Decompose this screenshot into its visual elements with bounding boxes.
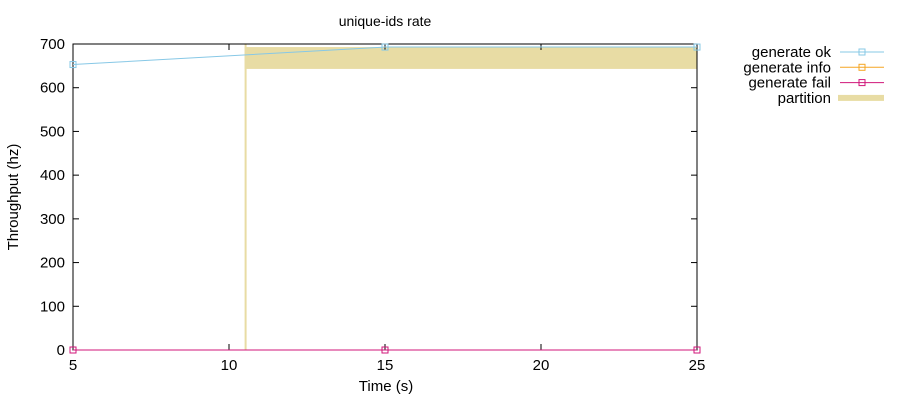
data-point-generate-ok <box>381 43 389 51</box>
plot-area: 5 10 15 20 25 0 100 200 300 400 500 600 700 <box>40 36 705 374</box>
data-point-generate-fail <box>69 346 77 354</box>
x-tick-label: 5 <box>69 357 77 374</box>
series-line-generate-ok <box>72 46 697 66</box>
legend-label: generate fail <box>748 75 831 92</box>
legend-marker-generate-info <box>858 63 866 71</box>
partition-band <box>244 47 697 69</box>
legend-marker-generate-fail <box>858 79 866 87</box>
chart-title: unique-ids rate <box>339 13 432 29</box>
legend-marker-generate-ok <box>858 48 866 56</box>
legend-label: generate info <box>743 59 831 76</box>
data-point-generate-fail <box>381 346 389 354</box>
y-tick-label: 400 <box>40 167 65 184</box>
legend-label: generate ok <box>752 44 832 61</box>
y-tick-label: 700 <box>40 36 65 53</box>
x-tick-label: 25 <box>689 357 706 374</box>
x-axis-label: Time (s) <box>359 378 413 395</box>
data-point-generate-ok <box>69 61 77 69</box>
y-axis-label: Throughput (hz) <box>5 144 22 251</box>
y-tick-label: 200 <box>40 255 65 272</box>
y-tick-label: 100 <box>40 298 65 315</box>
data-point-generate-fail <box>693 346 701 354</box>
legend-label: partition <box>778 90 831 107</box>
data-point-generate-ok <box>693 43 701 51</box>
y-tick-label: 500 <box>40 123 65 140</box>
y-tick-label: 0 <box>57 342 65 359</box>
y-tick-label: 600 <box>40 80 65 97</box>
x-tick-label: 20 <box>533 357 550 374</box>
legend-swatch-partition <box>838 94 884 101</box>
x-tick-label: 10 <box>221 357 238 374</box>
x-tick-label: 15 <box>377 357 394 374</box>
plot-frame <box>72 43 698 351</box>
partition-start-line <box>244 44 247 350</box>
y-tick-label: 300 <box>40 211 65 228</box>
